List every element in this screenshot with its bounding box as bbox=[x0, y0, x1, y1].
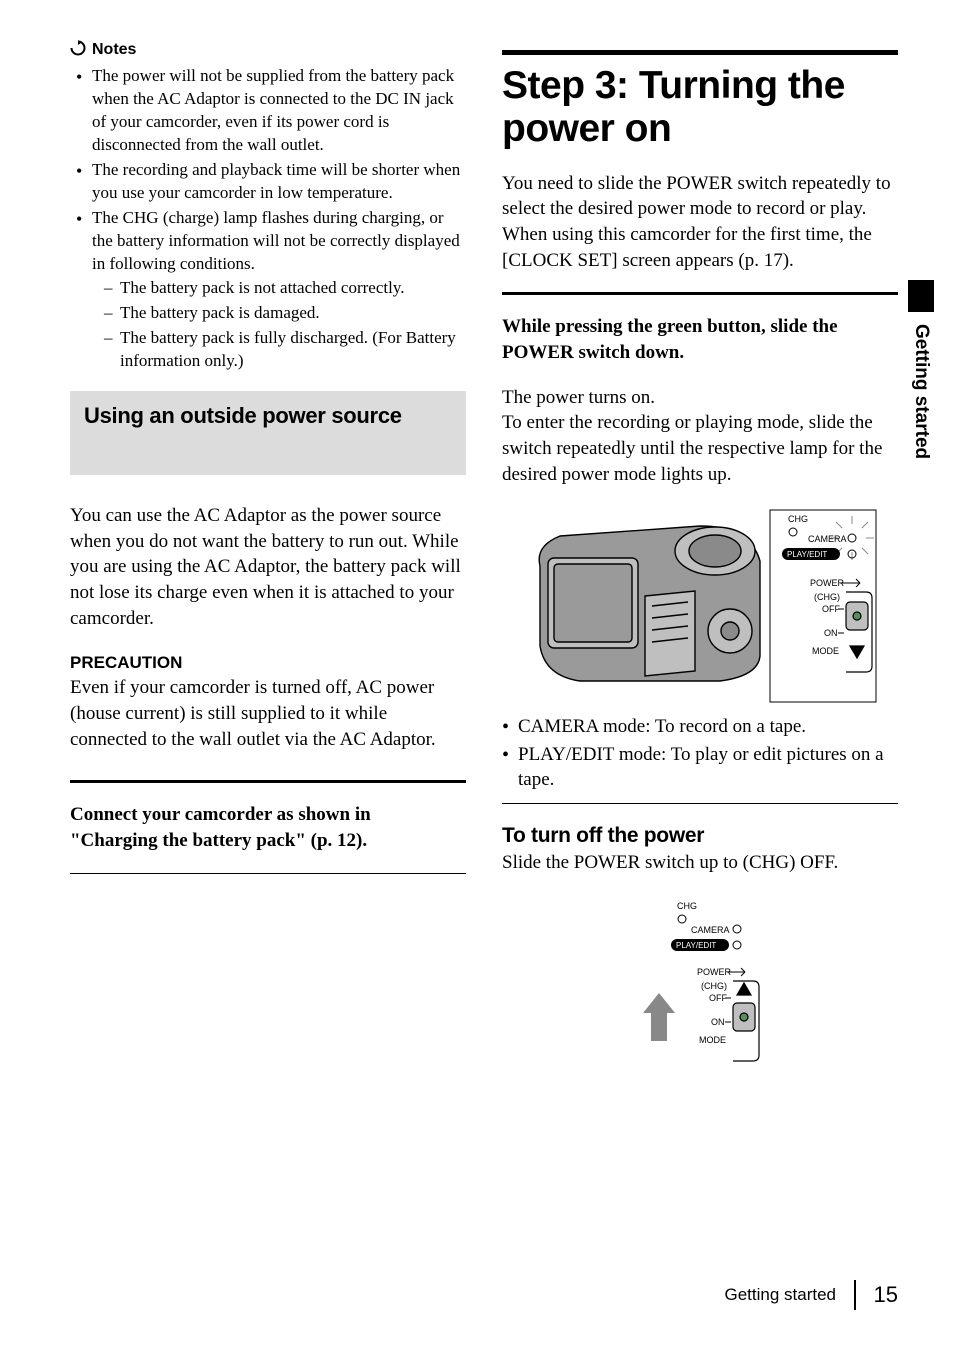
turn-off-body: Slide the POWER switch up to (CHG) OFF. bbox=[502, 850, 898, 876]
page-title: Step 3: Turning the power on bbox=[502, 65, 898, 151]
note-item: The CHG (charge) lamp flashes during cha… bbox=[70, 207, 466, 374]
slide-instruction-a: While pressing the green button, slide t… bbox=[502, 316, 838, 337]
precaution-body: Even if your camcorder is turned off, AC… bbox=[70, 675, 466, 752]
label-camera: CAMERA bbox=[808, 534, 847, 544]
label-on: ON bbox=[824, 628, 838, 638]
right-column: Step 3: Turning the power on You need to… bbox=[502, 40, 898, 1073]
mode-item: PLAY/EDIT mode: To play or edit pictures… bbox=[502, 742, 898, 793]
recycle-icon bbox=[70, 40, 86, 56]
intro-line-2: When using this camcorder for the first … bbox=[502, 224, 872, 271]
footer-section-label: Getting started bbox=[725, 1285, 837, 1305]
connect-instruction: Connect your camcorder as shown in "Char… bbox=[70, 802, 466, 853]
label-power: POWER bbox=[697, 967, 732, 977]
note-item: The power will not be supplied from the … bbox=[70, 65, 466, 157]
label-playedit: PLAY/EDIT bbox=[676, 941, 716, 950]
precaution-heading: PRECAUTION bbox=[70, 653, 466, 673]
sub-note-item: The battery pack is fully discharged. (F… bbox=[92, 327, 466, 373]
notes-list: The power will not be supplied from the … bbox=[70, 65, 466, 373]
power-on-body: The power turns on. To enter the recordi… bbox=[502, 385, 898, 488]
rule-thin bbox=[70, 873, 466, 874]
connect-line-1: Connect your camcorder as shown in bbox=[70, 804, 371, 825]
label-off: OFF bbox=[709, 993, 727, 1003]
section-tab-label: Getting started bbox=[910, 324, 932, 459]
note-item-text: The CHG (charge) lamp flashes during cha… bbox=[92, 208, 460, 273]
turn-off-heading: To turn off the power bbox=[502, 824, 898, 848]
notes-heading: Notes bbox=[70, 40, 466, 59]
intro-paragraph: You need to slide the POWER switch repea… bbox=[502, 171, 898, 274]
section-heading: Using an outside power source bbox=[84, 403, 452, 429]
page-footer: Getting started 15 bbox=[725, 1280, 899, 1310]
mode-item: CAMERA mode: To record on a tape. bbox=[502, 714, 898, 740]
rule-thick bbox=[70, 780, 466, 783]
notes-heading-text: Notes bbox=[92, 41, 136, 58]
left-column: Notes The power will not be supplied fro… bbox=[70, 40, 466, 1073]
note-item: The recording and playback time will be … bbox=[70, 159, 466, 205]
label-power: POWER bbox=[810, 578, 845, 588]
label-chg2: (CHG) bbox=[814, 592, 840, 602]
rule-thin bbox=[502, 803, 898, 804]
title-rule bbox=[502, 50, 898, 55]
label-on: ON bbox=[711, 1017, 725, 1027]
label-mode: MODE bbox=[699, 1035, 726, 1045]
label-mode: MODE bbox=[812, 646, 839, 656]
power-on-line-2: To enter the recording or playing mode, … bbox=[502, 412, 882, 484]
label-chg: CHG bbox=[788, 514, 808, 524]
camcorder-diagram: CHG CAMERA bbox=[520, 506, 880, 706]
label-playedit: PLAY/EDIT bbox=[787, 550, 827, 559]
label-chg: CHG bbox=[677, 901, 697, 911]
switch-off-diagram: CHG CAMERA PLAY/EDIT POWER (CHG) OFF ON bbox=[615, 895, 785, 1065]
section-tab: Getting started bbox=[908, 280, 934, 464]
section-heading-box: Using an outside power source bbox=[70, 391, 466, 475]
rule-thick bbox=[502, 292, 898, 295]
slide-instruction-b: POWER switch down. bbox=[502, 342, 684, 363]
intro-line-1: You need to slide the POWER switch repea… bbox=[502, 173, 891, 220]
sub-note-item: The battery pack is damaged. bbox=[92, 302, 466, 325]
power-on-line-1: The power turns on. bbox=[502, 387, 655, 408]
outside-power-body: You can use the AC Adaptor as the power … bbox=[70, 503, 466, 631]
label-chg2: (CHG) bbox=[701, 981, 727, 991]
sub-note-item: The battery pack is not attached correct… bbox=[92, 277, 466, 300]
slide-instruction: While pressing the green button, slide t… bbox=[502, 314, 898, 365]
footer-divider bbox=[854, 1280, 856, 1310]
connect-line-2: "Charging the battery pack" (p. 12). bbox=[70, 830, 367, 851]
page-number: 15 bbox=[874, 1282, 898, 1308]
label-camera: CAMERA bbox=[691, 925, 730, 935]
mode-list: CAMERA mode: To record on a tape. PLAY/E… bbox=[502, 714, 898, 793]
label-off: OFF bbox=[822, 604, 840, 614]
notes-sublist: The battery pack is not attached correct… bbox=[92, 277, 466, 373]
